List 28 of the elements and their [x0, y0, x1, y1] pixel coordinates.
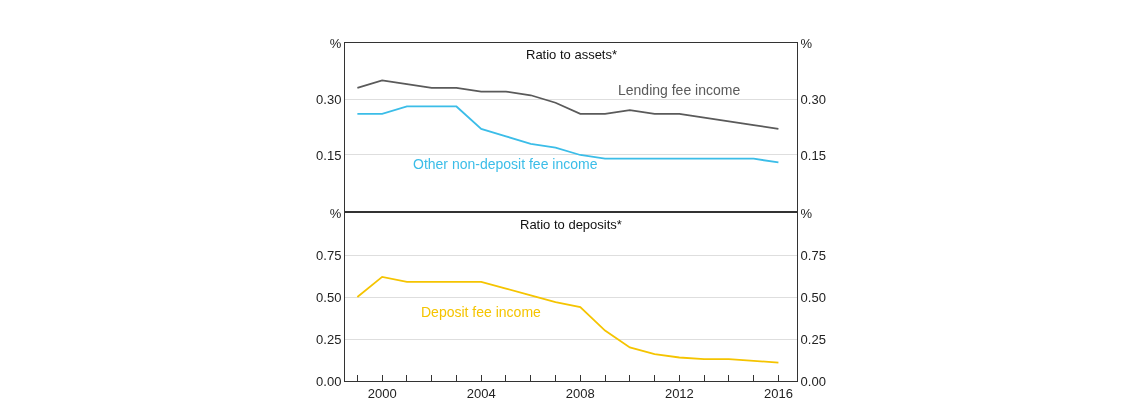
y-tick-label: 0.50 — [316, 289, 342, 305]
y-tick-label: 0.00 — [316, 373, 342, 389]
chart-title: Ratio to assets* — [526, 47, 618, 62]
y2-tick-label: 0.75 — [800, 247, 826, 263]
y2-tick-label: 0.50 — [800, 289, 826, 305]
y2-tick-label: % — [800, 35, 813, 51]
y-tick-label: 0.15 — [316, 147, 342, 163]
y2-tick-label: % — [800, 205, 813, 221]
x-tick-label: 2016 — [763, 385, 793, 401]
series-label: Deposit fee income — [421, 304, 542, 320]
line-series — [356, 275, 780, 364]
x-tick-label: 2008 — [565, 385, 595, 401]
chart-title: Ratio to deposits* — [520, 217, 622, 232]
y2-tick-label: 0.30 — [800, 91, 826, 107]
x-tick-label: 2004 — [466, 385, 496, 401]
y2-tick-label: 0.00 — [800, 373, 826, 389]
y-tick-label: 0.25 — [316, 331, 342, 347]
y2-tick-label: 0.15 — [800, 147, 826, 163]
series-label: Lending fee income — [618, 82, 741, 98]
y-tick-label: 0.75 — [316, 247, 342, 263]
series-label: Other non-deposit fee income — [413, 156, 598, 172]
x-tick-label: 2000 — [367, 385, 397, 401]
y2-tick-label: 0.25 — [800, 331, 826, 347]
y-tick-label: % — [329, 35, 342, 51]
y-tick-label: % — [329, 205, 342, 221]
y-tick-label: 0.30 — [316, 91, 342, 107]
x-tick-label: 2012 — [664, 385, 694, 401]
line-series — [356, 79, 780, 130]
